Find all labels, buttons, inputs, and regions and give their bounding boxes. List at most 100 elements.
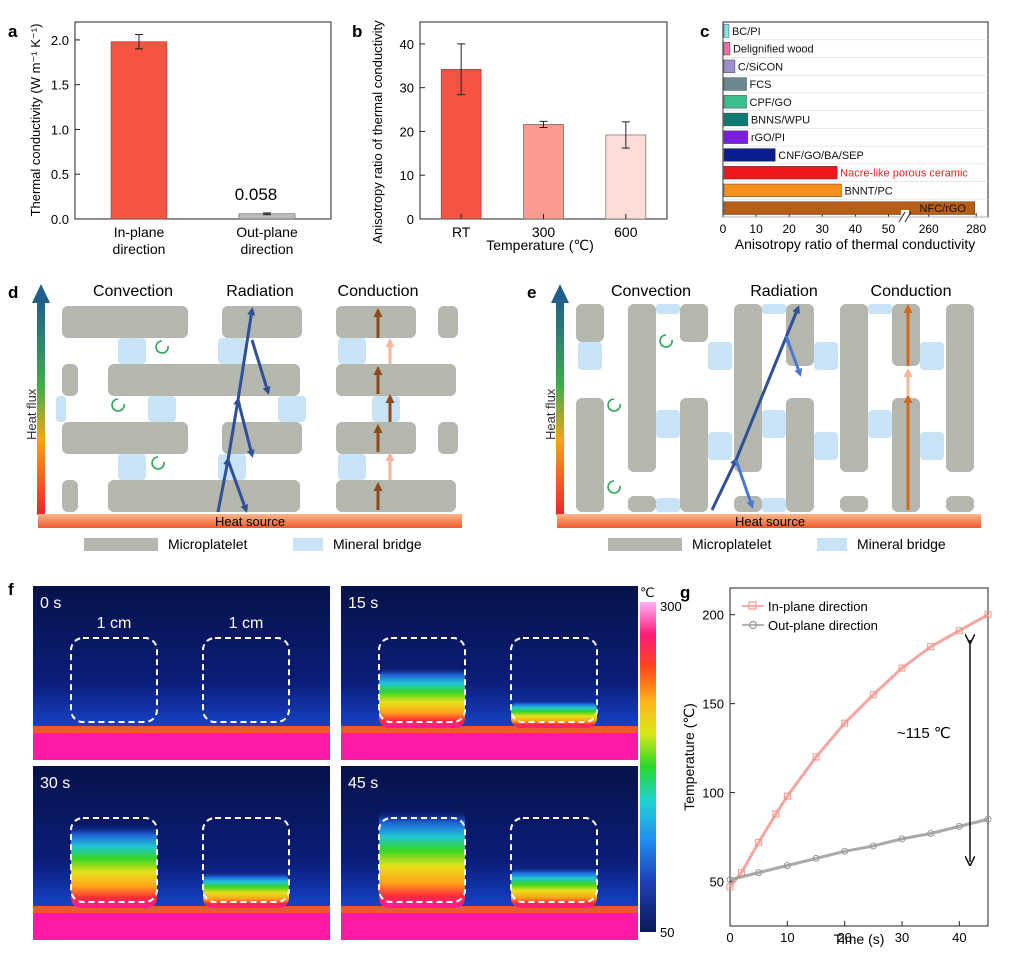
panel-g-frame	[729, 587, 989, 927]
d-header-radiation: Radiation	[226, 283, 294, 300]
panel-g-xlabel: Time (s)	[834, 931, 885, 947]
panel-c-horizontal-bar-chart: Anisotropy ratio of thermal conductivity…	[720, 21, 989, 252]
g-point	[869, 691, 877, 699]
c-bar-label: BNNT/PC	[844, 185, 892, 197]
panel-a-annotation: 0.058	[235, 185, 278, 204]
c-bar	[723, 112, 749, 127]
g-point	[955, 822, 963, 830]
e-heat-flux-bar	[556, 300, 564, 515]
panel-letter-g: g	[680, 583, 690, 602]
f-hot-source	[341, 732, 638, 760]
c-bar	[723, 77, 747, 91]
f-scale-label: 1 cm	[97, 615, 132, 632]
d-legend-bridge-swatch	[293, 538, 323, 551]
g-point	[841, 719, 849, 727]
d-radiation-arrows	[216, 307, 271, 513]
d-legend-bridge: Mineral bridge	[333, 536, 422, 552]
f-heated-region	[203, 871, 289, 908]
g-point	[783, 862, 791, 870]
b-ytick-label: 20	[400, 124, 414, 139]
f-heated-region	[511, 866, 597, 908]
a-ytick-label: 0.0	[51, 212, 69, 227]
a-ytick-label: 1.5	[51, 78, 69, 93]
g-point	[869, 842, 877, 850]
g-point	[927, 643, 935, 651]
c-bar-label: Delignified wood	[733, 44, 814, 56]
panel-letter-e: e	[527, 283, 536, 302]
g-series-line	[728, 613, 989, 888]
a-category-label: Out-plane	[236, 224, 298, 240]
c-xtick-label: 260	[919, 222, 939, 236]
g-point	[898, 664, 906, 672]
g-xtick-label: 10	[780, 930, 794, 945]
e-heat-flux-arrowhead	[551, 284, 569, 303]
e-legend-bridge: Mineral bridge	[857, 536, 946, 552]
g-point	[898, 835, 906, 843]
f-thermal-frame: 15 s	[341, 586, 638, 760]
g-ytick-label: 200	[702, 608, 724, 623]
d-heat-source-label: Heat source	[215, 514, 285, 529]
c-bar	[723, 41, 731, 56]
c-bar-label: CNF/GO/BA/SEP	[778, 150, 864, 162]
panel-g-ylabel: Temperature (℃)	[681, 703, 697, 811]
panel-c-axis-break	[898, 210, 912, 224]
panel-a-frame	[74, 21, 332, 220]
f-hot-edge	[33, 726, 330, 733]
g-xtick-label: 30	[895, 930, 909, 945]
a-category-label: In-plane	[114, 224, 165, 240]
e-header-conduction: Conduction	[871, 283, 952, 300]
b-ytick-label: 10	[400, 168, 414, 183]
f-time-label: 45 s	[348, 775, 378, 792]
d-conduction-arrows	[373, 308, 395, 510]
c-bar-label: NFC/rGO	[920, 203, 967, 215]
b-category-label: 300	[532, 224, 556, 240]
g-annotation: ~115 ℃	[897, 725, 951, 742]
g-point	[927, 829, 935, 837]
a-category-label: direction	[113, 241, 166, 257]
g-legend-out-plane: Out-plane direction	[768, 618, 878, 633]
panel-b-bar-chart: Anisotropy ratio of thermal conductivity…	[370, 20, 668, 253]
c-xtick-label: 20	[783, 222, 797, 236]
d-header-convection: Convection	[93, 283, 173, 300]
f-sample-outline	[378, 637, 466, 723]
g-ytick-label: 100	[702, 786, 724, 801]
g-xtick-label: 40	[952, 930, 966, 945]
e-convection-icons	[607, 334, 673, 494]
d-heat-flux-label: Heat flux	[24, 388, 39, 440]
g-point	[812, 753, 820, 761]
g-point	[755, 869, 763, 877]
d-heat-flux-bar	[37, 300, 45, 515]
c-xtick-label: 50	[882, 222, 896, 236]
a-ytick-label: 1.0	[51, 122, 69, 137]
f-colorbar-min: 50	[660, 925, 674, 940]
c-bar	[723, 148, 776, 162]
g-point	[984, 815, 992, 823]
f-sample-outline	[70, 637, 158, 723]
c-bar-label: Nacre-like porous ceramic	[840, 168, 968, 180]
panel-a-ylabel: Thermal conductivity (W m⁻¹ K⁻¹)	[28, 24, 43, 217]
f-sample-outline	[510, 637, 598, 723]
f-thermal-frame: 1 cm 1 cm 0 s	[33, 586, 330, 760]
c-bar-label: BC/PI	[732, 26, 761, 38]
e-header-convection: Convection	[611, 283, 691, 300]
f-colorbar-unit: ℃	[640, 585, 655, 600]
f-sample-outline	[510, 817, 598, 903]
a-ytick-label: 0.5	[51, 167, 69, 182]
panel-f-thermal-images: 1 cm 1 cm 0 s 15 s 30 s 45 s ℃ 300 50	[33, 585, 682, 940]
b-category-label: 600	[614, 224, 638, 240]
panel-b-xlabel: Temperature (℃)	[486, 237, 594, 253]
d-header-conduction: Conduction	[338, 283, 419, 300]
g-ytick-label: 150	[702, 697, 724, 712]
panel-letter-f: f	[8, 580, 14, 599]
d-legend-microplatelet-swatch	[84, 538, 158, 551]
f-colorbar	[640, 602, 656, 932]
c-xtick-label: 10	[749, 222, 763, 236]
c-bar	[723, 24, 730, 38]
panel-g-line-chart: Temperature (℃) Time (s) 0 10 20 30 40 50 100 1…	[681, 587, 992, 947]
c-bar	[723, 59, 736, 73]
b-ytick-label: 30	[400, 81, 414, 96]
g-xtick-label: 20	[837, 930, 851, 945]
c-bar-label: rGO/PI	[751, 132, 785, 144]
panel-b-ylabel: Anisotropy ratio of thermal conductivity	[370, 20, 385, 244]
